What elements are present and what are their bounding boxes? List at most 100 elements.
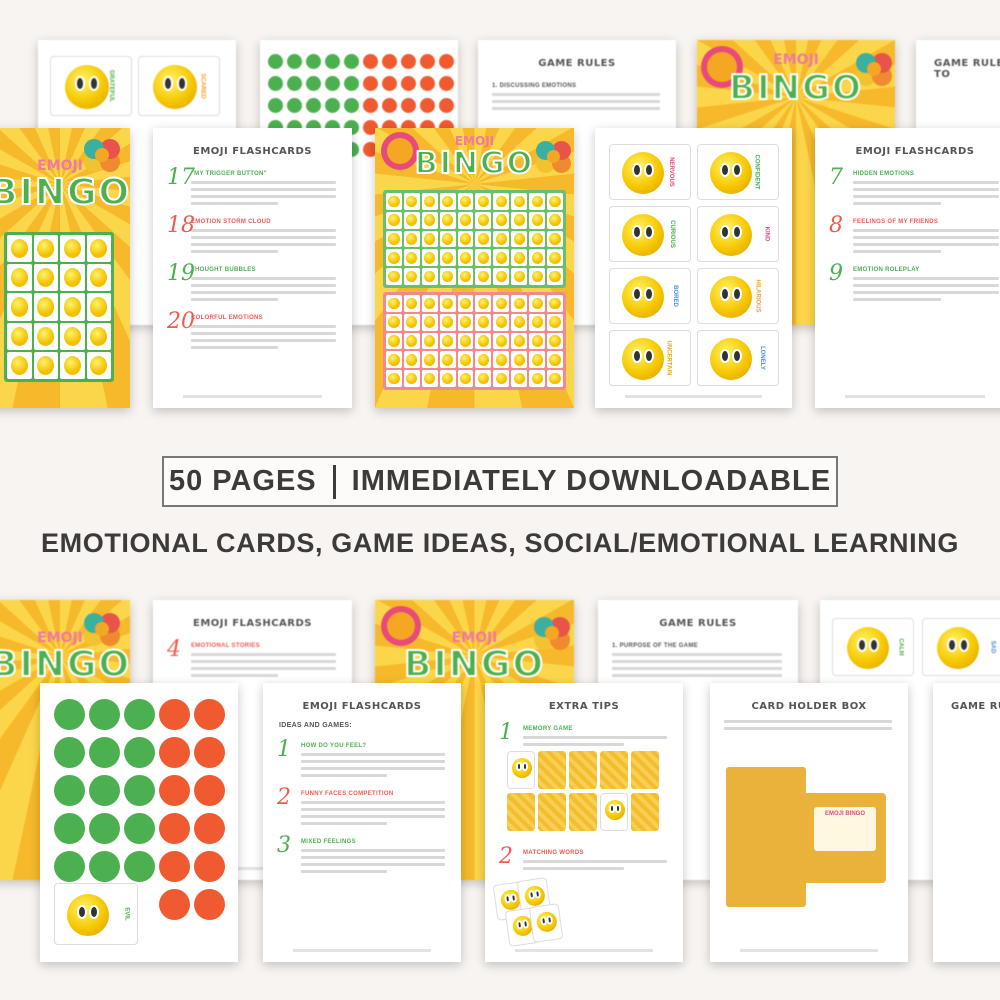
sticker-dot [344,76,359,91]
bingo-cell [421,249,438,267]
page-emoji-flashcards-a: EMOJI FLASHCARDS 17 "MY TRIGGER BUTTON" 18 E… [153,128,352,408]
emoji-face-icon [388,353,400,366]
text-line [853,195,999,198]
emoji-face-icon [424,297,436,310]
sticker-dot [325,98,340,113]
bingo-cell [511,249,528,267]
emoji-face-icon [67,894,109,936]
bingo-cell [475,230,492,248]
bingo-cell [421,313,438,331]
emoji-face-icon [513,353,525,366]
emoji-face-icon [90,268,108,288]
emoji-face-icon [605,800,625,820]
bingo-cell [60,235,85,263]
emoji-card: LONELY [697,330,779,386]
bingo-cell [403,295,420,312]
emoji-face-icon [495,233,507,245]
emoji-face-icon [513,233,525,245]
bingo-cell [439,295,456,312]
emoji-face-icon [459,372,472,385]
section-number: 9 [829,261,843,286]
emoji-face-icon [442,270,454,283]
bingo-cell [547,230,563,248]
page-footer [845,395,985,398]
emoji-card: CURIOUS [609,206,691,262]
emoji-face-icon [10,326,28,346]
bingo-cell [386,313,402,331]
emoji-face-icon [622,338,664,380]
sticker-dot [159,699,190,730]
section-heading: FUNNY FACES COMPETITION [301,791,394,797]
emoji-face-icon [442,372,454,385]
bingo-cell [547,295,563,312]
card-label: UNCERTAIN [665,340,672,376]
page-title: EMOJI FLASHCARDS [302,701,422,712]
emoji-face-icon [37,297,55,317]
section-number: 4 [167,637,181,662]
emoji-face-icon [90,355,108,375]
emoji-face-icon [477,372,490,385]
box-label: EMOJI BINGO [814,807,876,851]
sticker-dot [325,76,340,91]
text-line [191,653,336,656]
emoji-face-icon [710,214,752,256]
emoji-face-icon [442,353,454,366]
sticker-dot [287,54,302,69]
memory-card-back [538,793,566,831]
emoji-face-icon [442,297,454,310]
bingo-cell [403,332,420,350]
text-line [853,236,999,239]
text-line [523,743,624,746]
emoji-face-icon [495,316,507,329]
text-line [191,202,278,205]
emoji-face-icon [531,297,543,310]
bingo-cell [529,295,546,312]
emoji-face-icon [388,251,400,264]
emoji-face-icon [424,270,436,283]
headline-banner: 50 PAGES IMMEDIATELY DOWNLOADABLE [162,456,838,507]
bingo-cell [511,370,528,387]
bingo-cell [421,351,438,369]
text-line [191,660,336,663]
cover-title: BINGO [414,145,535,182]
emoji-face-icon [10,355,28,375]
page-title: EMOJI FLASHCARDS [855,146,975,157]
sticker-dot [124,775,155,806]
section-heading: EMOTION ROLEPLAY [853,267,920,273]
sticker-dot [439,54,454,69]
emoji-face-icon [549,251,561,264]
emoji-face-icon [459,353,472,366]
emoji-face-icon [406,372,418,385]
bingo-cell [529,249,546,267]
emoji-face-icon [10,239,28,259]
sticker-dot [54,813,85,844]
text-line [191,195,336,198]
bingo-cell [511,268,528,285]
bingo-cell [439,193,456,210]
sticker-dot [124,813,155,844]
emoji-face-icon [37,239,55,259]
emoji-face-icon [512,758,532,778]
sticker-dot [363,54,378,69]
bingo-cell [529,268,546,285]
emoji-face-icon [622,276,664,318]
emoji-face-icon [10,297,28,317]
text-line [523,736,667,739]
sticker-dot [89,699,120,730]
flashcard-section: 20 COLORFUL EMOTIONS [167,309,336,349]
text-line [301,863,445,866]
sticker-dot [382,76,397,91]
section-heading: EMOTION STORM CLOUD [191,219,271,225]
bingo-cell [403,370,420,387]
sticker-dot [194,851,225,882]
text-line [853,202,941,205]
section-heading: MIXED FEELINGS [301,839,356,845]
bingo-cell [493,193,510,210]
section-heading: HIDDEN EMOTIONS [853,171,915,177]
flower-icon [95,148,109,162]
emoji-face-icon [424,214,436,227]
text-line [191,332,336,335]
emoji-face-icon [495,251,507,264]
sticker-dot [344,98,359,113]
sticker-dot [363,98,378,113]
